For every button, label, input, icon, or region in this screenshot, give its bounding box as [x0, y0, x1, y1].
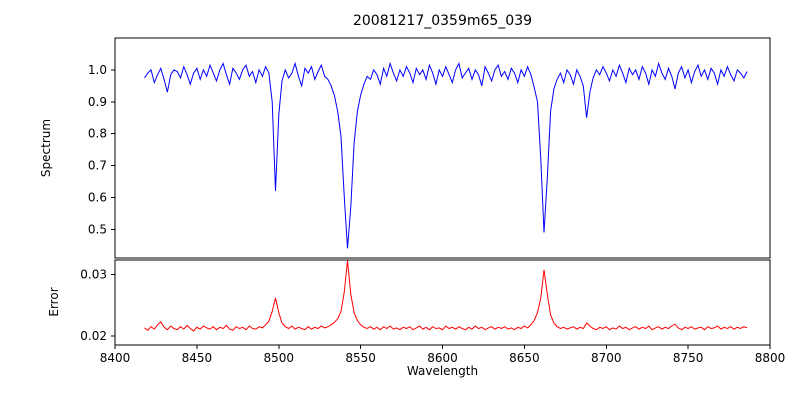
plot-title: 20081217_0359m65_039: [352, 13, 533, 29]
x-tick-label: 8500: [263, 351, 294, 365]
y-tick-label: 1.0: [88, 63, 107, 77]
y-tick-label: 0.5: [88, 222, 107, 236]
x-tick-label: 8450: [182, 351, 213, 365]
y-tick-label: 0.9: [88, 95, 107, 109]
x-tick-label: 8400: [100, 351, 131, 365]
x-tick-label: 8750: [673, 351, 704, 365]
y-tick-label: 0.7: [88, 159, 107, 173]
x-tick-label: 8800: [755, 351, 786, 365]
x-tick-label: 8600: [427, 351, 458, 365]
y-tick-label: 0.6: [88, 190, 107, 204]
y-tick-label: 0.8: [88, 127, 107, 141]
y-tick-label: 0.03: [80, 268, 107, 282]
spectrum-line: [144, 61, 748, 249]
error-panel: [114, 259, 771, 346]
error-line: [144, 260, 748, 332]
x-axis-label: Wavelength: [406, 364, 479, 378]
x-tick-label: 8650: [509, 351, 540, 365]
x-tick-label: 8550: [345, 351, 376, 365]
y-tick-label: 0.02: [80, 329, 107, 343]
x-tick-label: 8700: [591, 351, 622, 365]
spectrum-panel: [114, 37, 771, 259]
